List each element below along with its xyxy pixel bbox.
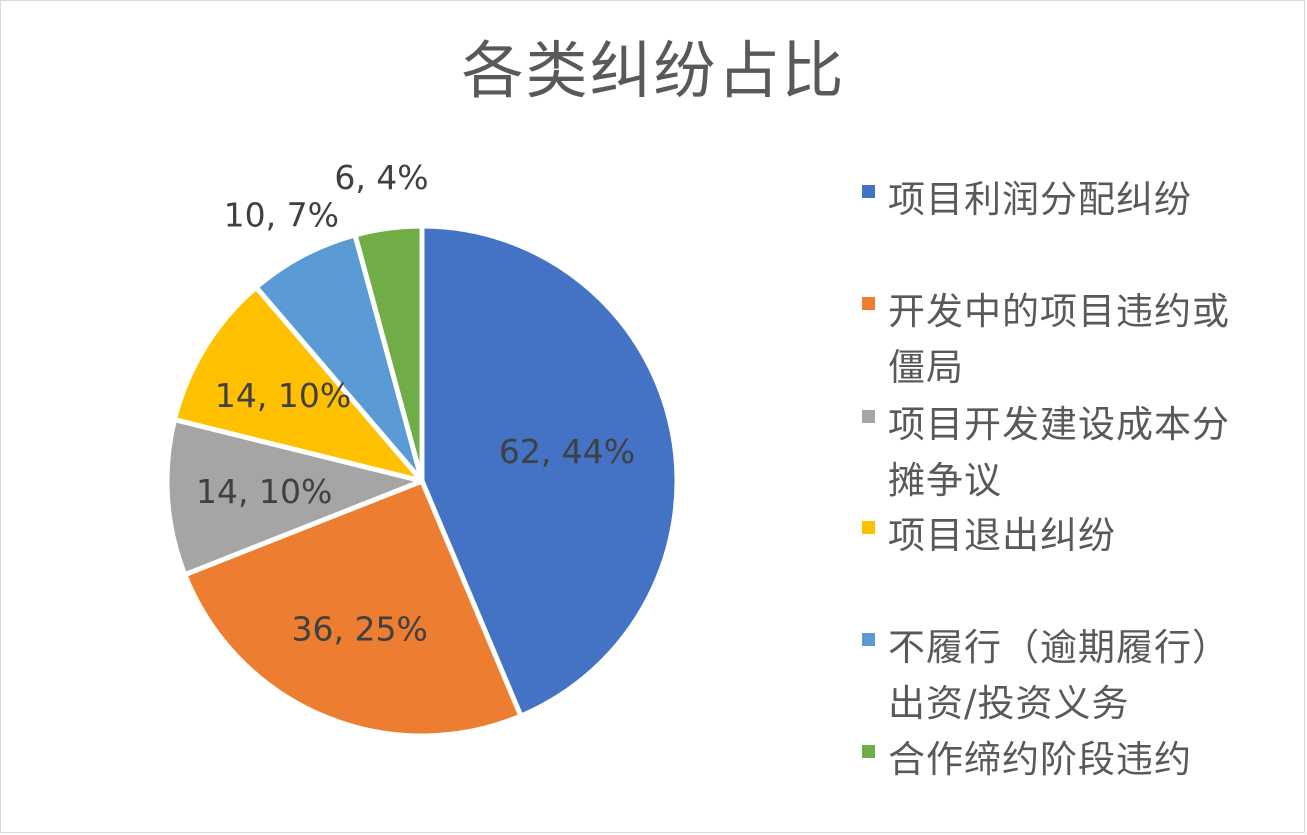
legend-label-4: 项目退出纠纷 bbox=[888, 514, 1116, 557]
data-label-6: 6, 4% bbox=[334, 158, 428, 197]
pie-slices bbox=[164, 223, 680, 739]
legend: 项目利润分配纠纷开发中的项目违约或 僵局 项目开发建设成本分 摊争议项目退出纠纷不履行… bbox=[862, 0, 1302, 835]
pie-slice-4 bbox=[172, 284, 425, 484]
legend-swatch-6 bbox=[862, 745, 875, 758]
pie-slice-2 bbox=[182, 478, 524, 739]
pie-slice-6 bbox=[352, 223, 425, 484]
legend-label-1: 项目利润分配纠纷 bbox=[888, 178, 1192, 221]
data-label-3: 14, 10% bbox=[196, 472, 332, 511]
legend-label-6: 合作缔约阶段违约 bbox=[888, 738, 1192, 781]
legend-swatch-3 bbox=[862, 410, 875, 423]
legend-swatch-4 bbox=[862, 521, 875, 534]
data-label-4: 14, 10% bbox=[215, 376, 351, 415]
legend-label-3: 项目开发建设成本分 摊争议 bbox=[888, 403, 1230, 502]
legend-label-5: 不履行（逾期履行） 出资/投资义务 bbox=[888, 626, 1230, 725]
pie-slice-3 bbox=[164, 417, 425, 578]
pie-slice-1 bbox=[419, 223, 680, 719]
data-label-1: 62, 44% bbox=[499, 432, 635, 471]
legend-label-2: 开发中的项目违约或 僵局 bbox=[888, 290, 1230, 389]
legend-swatch-2 bbox=[862, 297, 875, 310]
chart-title: 各类纠纷占比 bbox=[461, 34, 846, 107]
data-label-2: 36, 25% bbox=[292, 610, 428, 649]
legend-swatch-5 bbox=[862, 633, 875, 646]
data-label-5: 10, 7% bbox=[224, 196, 339, 235]
pie-data-labels: 62, 44% 36, 25% 14, 10% 14, 10% 10, 7%6, 4% bbox=[196, 158, 635, 648]
legend-swatch-1 bbox=[862, 185, 875, 198]
